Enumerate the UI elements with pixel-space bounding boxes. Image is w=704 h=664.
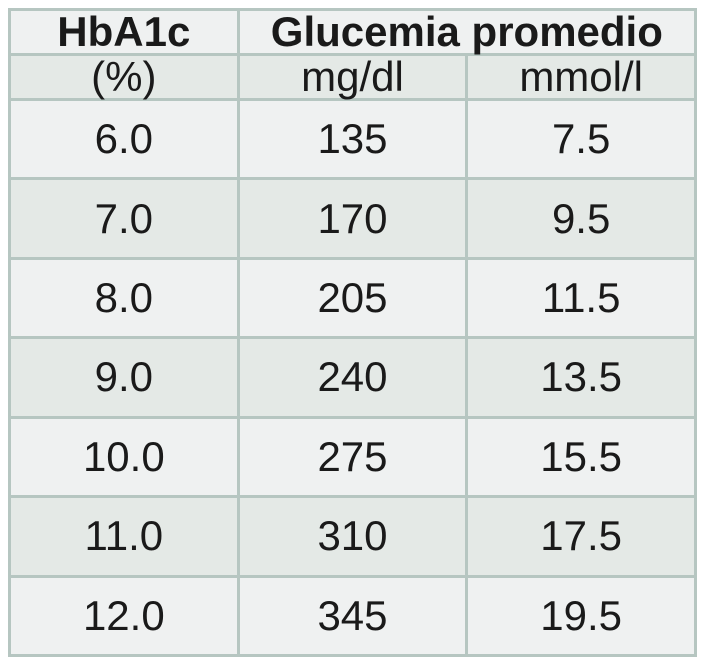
cell-mgdl: 205 (236, 256, 469, 340)
table-row: 10.0 275 15.5 (8, 415, 697, 499)
header-glucemia-promedio: Glucemia promedio (236, 8, 698, 56)
header-group-row: HbA1c Glucemia promedio (8, 8, 698, 56)
cell-hba1c: 10.0 (8, 415, 240, 499)
cell-mmoll: 11.5 (465, 256, 697, 340)
cell-mmoll: 17.5 (465, 495, 697, 578)
cell-hba1c: 9.0 (8, 336, 240, 419)
cell-mgdl: 240 (236, 336, 469, 419)
header-unit-mmoll: mmol/l (465, 53, 697, 101)
table-row: 11.0 310 17.5 (8, 495, 697, 578)
hba1c-conversion-table: HbA1c Glucemia promedio (%) mg/dl mmol/l… (8, 8, 698, 658)
cell-hba1c: 8.0 (8, 256, 240, 340)
cell-mgdl: 310 (236, 495, 469, 578)
table-row: 8.0 205 11.5 (8, 256, 697, 340)
header-unit-mgdl: mg/dl (236, 53, 469, 101)
table-header: HbA1c Glucemia promedio (%) mg/dl mmol/l (8, 8, 698, 101)
cell-mmoll: 9.5 (465, 177, 697, 260)
cell-mmoll: 7.5 (465, 97, 697, 181)
cell-mmoll: 19.5 (465, 574, 697, 658)
table-row: 7.0 170 9.5 (8, 177, 697, 260)
cell-hba1c: 11.0 (8, 495, 240, 578)
cell-hba1c: 7.0 (8, 177, 240, 260)
table-body: 6.0 135 7.5 7.0 170 9.5 8.0 205 11.5 9.0… (8, 97, 697, 658)
cell-hba1c: 6.0 (8, 97, 240, 181)
cell-mmoll: 13.5 (465, 336, 697, 419)
cell-mgdl: 345 (236, 574, 469, 658)
header-units-row: (%) mg/dl mmol/l (8, 53, 697, 101)
cell-mmoll: 15.5 (465, 415, 697, 499)
table-row: 9.0 240 13.5 (8, 336, 697, 419)
table-row: 12.0 345 19.5 (8, 574, 697, 658)
cell-mgdl: 170 (236, 177, 469, 260)
header-unit-percent: (%) (8, 53, 240, 101)
cell-mgdl: 275 (236, 415, 469, 499)
header-hba1c: HbA1c (8, 8, 240, 56)
table-row: 6.0 135 7.5 (8, 97, 697, 181)
cell-hba1c: 12.0 (8, 574, 240, 658)
cell-mgdl: 135 (236, 97, 469, 181)
